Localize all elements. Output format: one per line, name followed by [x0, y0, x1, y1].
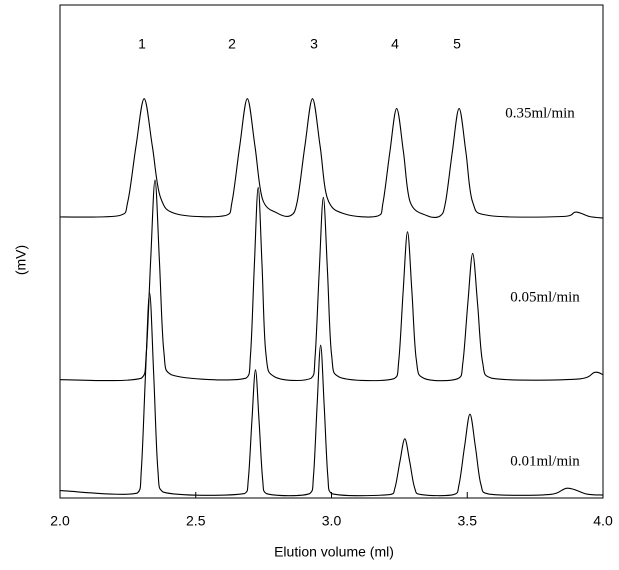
peak-label: 3	[310, 36, 318, 52]
x-tick-label: 4.0	[593, 513, 613, 529]
trace	[59, 292, 604, 497]
peak-label: 1	[138, 36, 146, 52]
peak-label: 2	[228, 36, 236, 52]
x-tick-label: 2.0	[50, 513, 70, 529]
trace	[59, 179, 604, 382]
series-label: 0.01ml/min	[510, 453, 580, 469]
plot-frame	[59, 4, 604, 499]
x-tick-label: 3.5	[458, 513, 478, 529]
x-tick-label: 2.5	[186, 513, 206, 529]
peak-label: 4	[391, 36, 399, 52]
x-tick-label: 3.0	[322, 513, 342, 529]
series-label: 0.35ml/min	[505, 105, 575, 121]
peak-label: 5	[453, 36, 461, 52]
y-axis-label: (mV)	[13, 245, 29, 275]
x-axis-label: Elution volume (ml)	[274, 544, 394, 560]
series-label: 0.05ml/min	[510, 289, 580, 305]
trace	[59, 98, 604, 219]
